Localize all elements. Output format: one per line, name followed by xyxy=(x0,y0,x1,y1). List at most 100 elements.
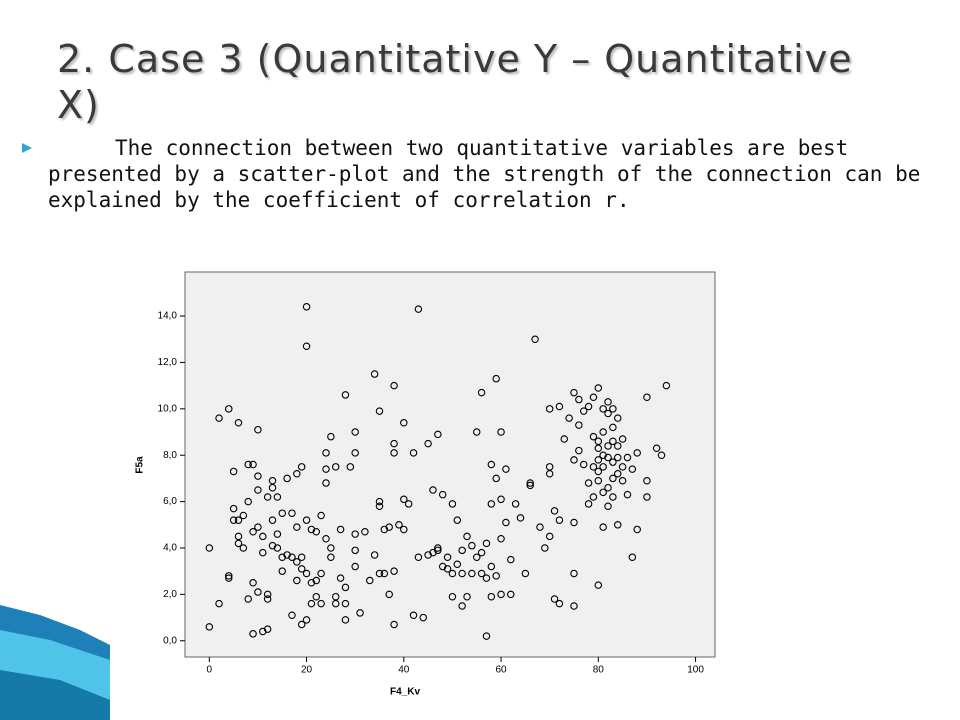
point xyxy=(307,599,316,608)
point xyxy=(341,583,350,592)
point xyxy=(327,432,335,441)
point xyxy=(438,490,447,499)
point xyxy=(225,574,233,582)
point xyxy=(434,430,442,439)
point xyxy=(599,463,607,471)
point xyxy=(351,562,359,571)
point xyxy=(443,565,452,573)
point xyxy=(205,544,214,552)
point xyxy=(570,602,578,610)
point xyxy=(502,518,510,527)
point xyxy=(361,528,369,536)
point xyxy=(614,442,622,450)
point xyxy=(487,500,496,508)
point xyxy=(492,374,500,383)
point xyxy=(521,569,530,578)
point xyxy=(259,548,267,557)
point xyxy=(273,493,282,501)
point xyxy=(477,548,486,557)
point xyxy=(614,414,622,422)
point xyxy=(614,470,622,478)
point xyxy=(259,532,267,541)
point xyxy=(404,500,413,508)
y-tick-label: 8,0 xyxy=(163,450,177,461)
point xyxy=(268,516,277,524)
point xyxy=(599,523,607,531)
point xyxy=(268,483,277,492)
point xyxy=(249,528,257,536)
point xyxy=(278,567,286,575)
point xyxy=(545,463,554,471)
point xyxy=(215,414,223,422)
x-tick-label: 20 xyxy=(301,665,313,676)
point xyxy=(492,572,500,580)
point xyxy=(419,613,428,622)
x-tick-label: 0 xyxy=(207,665,213,676)
plot-area xyxy=(184,271,716,658)
point xyxy=(205,623,214,631)
point xyxy=(302,342,311,350)
point xyxy=(643,476,651,485)
point xyxy=(589,432,598,441)
point xyxy=(263,493,272,501)
x-tick-label: 100 xyxy=(687,665,704,676)
point xyxy=(254,425,262,434)
point xyxy=(351,530,359,538)
point xyxy=(400,419,408,427)
point xyxy=(560,435,569,443)
point xyxy=(336,574,345,582)
point xyxy=(327,544,335,552)
point xyxy=(351,546,359,555)
point xyxy=(249,630,257,638)
point xyxy=(341,599,350,608)
point xyxy=(229,504,238,513)
point xyxy=(293,523,301,531)
point xyxy=(550,507,559,515)
point xyxy=(516,514,525,522)
point xyxy=(288,553,296,562)
point xyxy=(604,409,612,418)
point xyxy=(375,497,384,506)
point xyxy=(575,446,583,455)
point xyxy=(575,421,583,429)
point xyxy=(618,463,627,471)
point xyxy=(662,381,671,390)
point xyxy=(584,479,593,487)
y-axis-label: F5a xyxy=(135,456,146,474)
point xyxy=(312,576,321,585)
point xyxy=(536,523,544,531)
point xyxy=(511,500,520,508)
point xyxy=(472,553,481,562)
point xyxy=(254,472,262,480)
point xyxy=(570,518,578,527)
point xyxy=(497,495,505,504)
point xyxy=(293,470,301,478)
point xyxy=(599,405,607,413)
point xyxy=(579,407,588,415)
point xyxy=(633,525,641,534)
point xyxy=(628,465,637,473)
bullet-icon xyxy=(22,143,32,153)
point xyxy=(458,569,466,578)
point xyxy=(409,449,418,457)
point xyxy=(555,516,564,524)
point xyxy=(594,581,603,589)
point xyxy=(331,599,340,608)
point xyxy=(273,544,282,552)
point xyxy=(234,532,243,541)
point xyxy=(609,437,617,446)
point xyxy=(594,456,603,464)
point xyxy=(565,414,573,422)
point xyxy=(584,500,593,508)
point xyxy=(288,611,296,620)
point xyxy=(453,560,462,568)
point xyxy=(497,590,505,599)
point xyxy=(366,576,374,585)
point xyxy=(594,444,603,453)
point xyxy=(492,474,500,483)
point xyxy=(297,620,306,629)
point xyxy=(550,595,559,603)
point xyxy=(249,579,257,587)
